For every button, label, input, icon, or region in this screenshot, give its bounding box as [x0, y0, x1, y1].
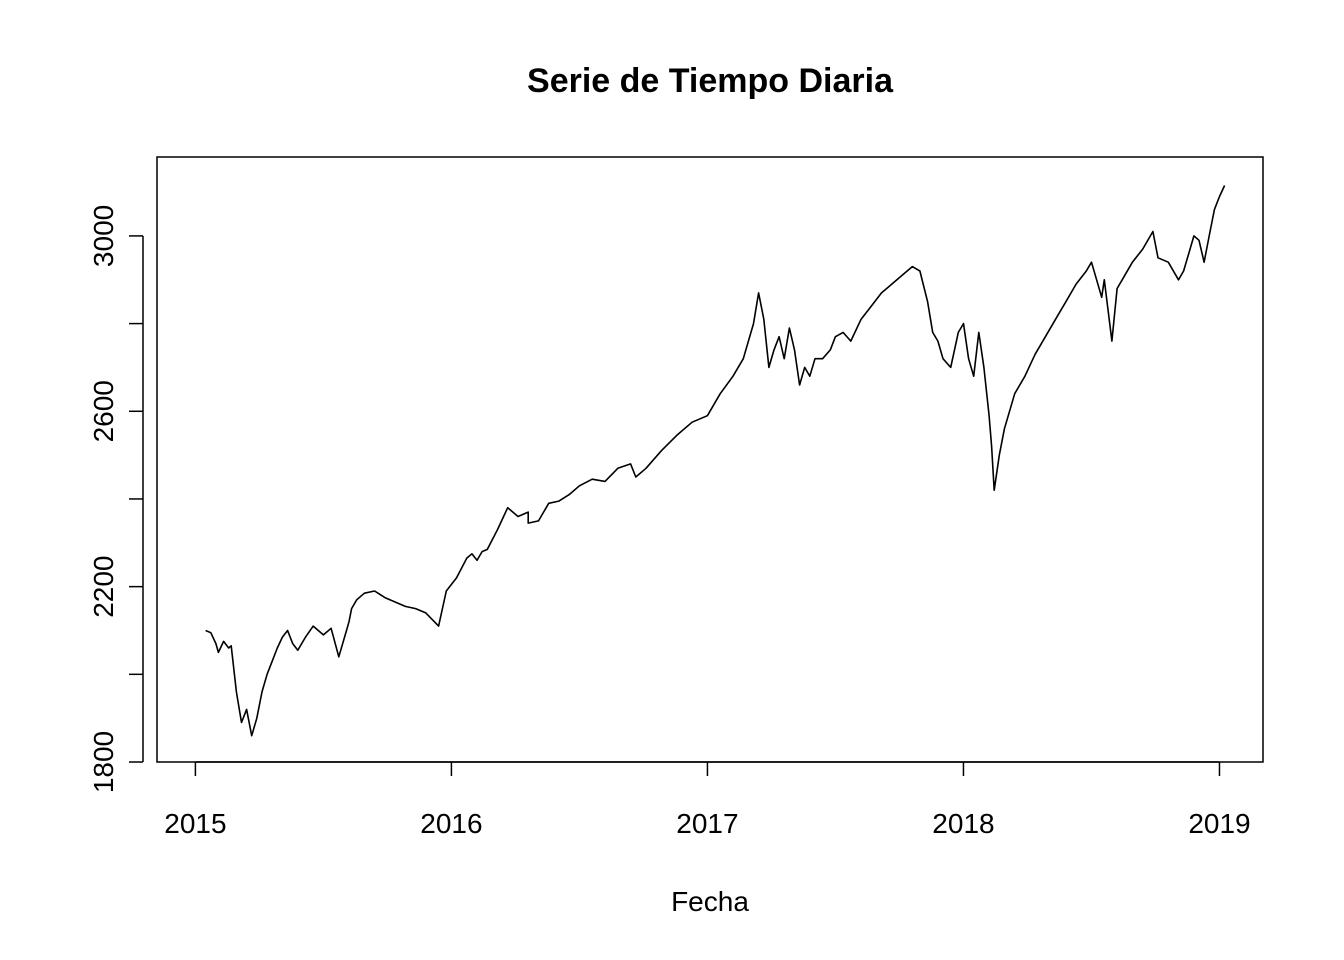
plot-frame [156, 156, 1264, 763]
y-tick-label: 3000 [88, 205, 119, 267]
series-layer [205, 185, 1226, 737]
x-tick-label: 2017 [676, 808, 738, 839]
y-axis: 1800 2200 2600 3000 [88, 205, 144, 793]
x-tick-label: 2015 [164, 808, 226, 839]
x-tick-label: 2016 [420, 808, 482, 839]
y-tick-label: 2200 [88, 555, 119, 617]
x-axis-label: Fecha [671, 886, 749, 917]
y-tick-label: 1800 [88, 731, 119, 793]
x-axis: 2015 2016 2017 2018 2019 [164, 761, 1251, 839]
x-tick-label: 2018 [932, 808, 994, 839]
x-tick-label: 2019 [1188, 808, 1250, 839]
series-line [205, 185, 1226, 737]
chart-title: Serie de Tiempo Diaria [527, 62, 894, 100]
y-tick-label: 2600 [88, 380, 119, 442]
